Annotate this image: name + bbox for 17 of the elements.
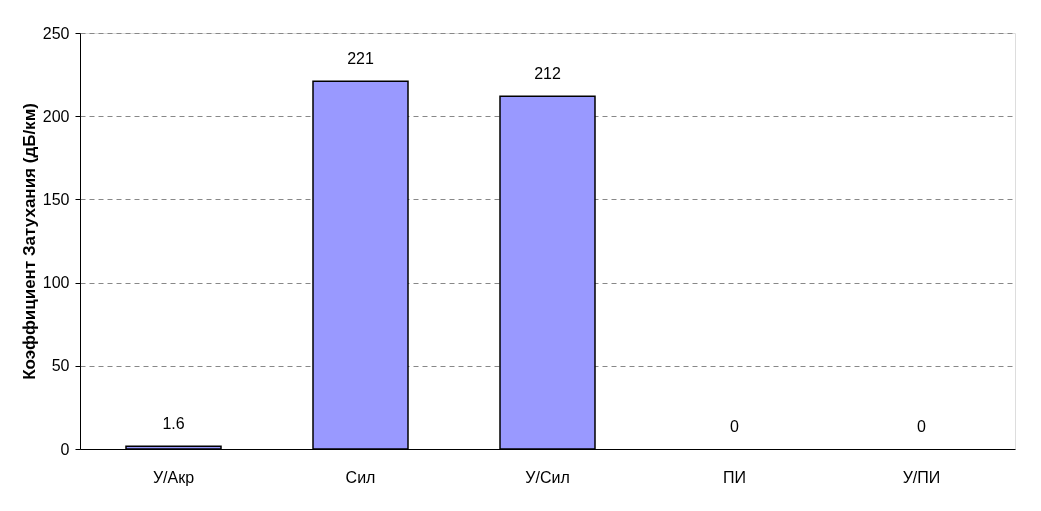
data-label: 0 <box>917 418 927 435</box>
data-label: 221 <box>347 50 374 68</box>
x-tick-label: Сил <box>345 468 376 486</box>
y-tick-label: 250 <box>42 24 70 42</box>
x-tick-label: У/Сил <box>525 468 570 486</box>
data-label: 0 <box>730 418 740 435</box>
x-tick-label: ПИ <box>723 468 746 486</box>
x-tick-label: У/ПИ <box>902 468 941 486</box>
y-axis-title: Коэффициент Затухания (дБ/км) <box>19 103 39 380</box>
y-tick-label: 50 <box>51 357 70 375</box>
y-tick-label: 150 <box>42 190 70 208</box>
y-tick-label: 100 <box>42 274 70 292</box>
x-tick-label: У/Акр <box>152 468 195 486</box>
data-label: 212 <box>534 65 561 83</box>
y-tick-label: 0 <box>60 440 70 458</box>
data-label: 1.6 <box>162 415 185 433</box>
y-tick-label: 200 <box>42 107 70 125</box>
